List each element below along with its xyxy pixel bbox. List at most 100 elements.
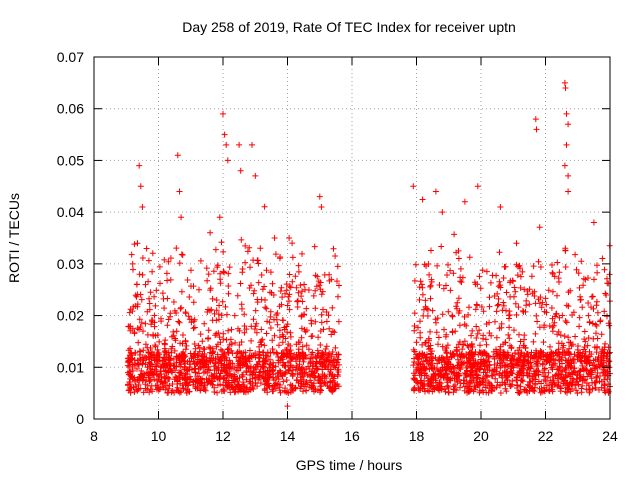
data-point [436, 282, 443, 288]
data-point [248, 323, 255, 330]
data-point [146, 359, 153, 366]
data-point [263, 305, 270, 312]
data-point [416, 351, 423, 358]
data-point [249, 384, 256, 391]
data-point [220, 330, 227, 337]
data-point [325, 312, 332, 319]
data-point [152, 332, 159, 339]
data-point [184, 386, 191, 393]
data-point [329, 359, 336, 366]
data-point [300, 354, 306, 361]
data-point [264, 367, 271, 374]
data-point [433, 319, 439, 326]
data-point [419, 385, 426, 392]
data-point [135, 361, 142, 367]
data-point [500, 275, 507, 281]
data-point [587, 369, 594, 376]
data-point [142, 341, 149, 348]
data-point [506, 324, 513, 331]
data-point [443, 282, 449, 289]
data-point [147, 345, 154, 351]
data-point [225, 283, 232, 289]
data-point [494, 290, 501, 297]
data-point [167, 363, 174, 369]
data-point [285, 390, 292, 396]
data-point [157, 386, 164, 392]
data-point [599, 346, 606, 353]
data-point [330, 245, 337, 252]
data-point [598, 378, 605, 385]
data-point [605, 358, 612, 365]
data-point [474, 183, 481, 190]
data-point [182, 337, 189, 344]
data-point [259, 286, 266, 293]
data-point [233, 354, 240, 361]
data-point [517, 284, 524, 291]
data-point [256, 343, 263, 350]
data-point [188, 283, 194, 290]
data-point [263, 267, 270, 274]
data-point [313, 283, 320, 290]
data-point [486, 330, 493, 336]
data-point [199, 338, 206, 345]
data-point [277, 288, 284, 294]
data-point [156, 338, 163, 345]
data-point [490, 348, 497, 355]
data-point [517, 383, 524, 390]
data-point [450, 389, 457, 396]
data-point [275, 376, 282, 383]
data-point [412, 261, 419, 268]
data-point [562, 318, 569, 324]
x-tick-labels: 8 10 12 14 16 18 20 22 24 [90, 428, 618, 444]
data-point [496, 278, 503, 285]
data-point [565, 188, 572, 195]
data-point [471, 386, 478, 393]
data-point [581, 336, 588, 343]
data-point [508, 363, 515, 370]
data-point [544, 382, 550, 389]
data-point [270, 388, 277, 394]
data-point [205, 327, 212, 334]
data-point [329, 387, 336, 394]
data-point [232, 339, 239, 346]
data-point [532, 376, 539, 383]
data-point [416, 296, 423, 303]
data-point [523, 297, 530, 304]
data-point [515, 356, 522, 363]
data-point [242, 259, 249, 266]
data-point [191, 324, 198, 331]
chart-title: Day 258 of 2019, Rate Of TEC Index for r… [182, 19, 516, 35]
data-point [299, 250, 305, 257]
data-point [217, 280, 224, 287]
data-point [569, 379, 576, 386]
data-point [304, 372, 311, 379]
data-point [222, 303, 229, 310]
data-point [512, 288, 519, 295]
data-point [305, 287, 312, 293]
data-point [516, 331, 522, 338]
data-point [234, 292, 241, 299]
data-point [327, 383, 334, 390]
data-point [519, 378, 526, 385]
data-point [541, 356, 547, 363]
data-point [198, 382, 205, 389]
data-point [237, 280, 244, 287]
data-point [247, 264, 253, 271]
data-point [172, 367, 179, 374]
data-point [311, 243, 318, 250]
data-point [410, 362, 417, 369]
data-point [176, 319, 183, 326]
data-point [129, 367, 136, 374]
data-point [411, 277, 418, 284]
data-point [261, 386, 268, 392]
data-point [285, 293, 292, 300]
data-point [540, 339, 547, 346]
data-point [185, 382, 192, 389]
data-point [199, 353, 206, 360]
data-point [178, 304, 185, 311]
data-point [530, 263, 537, 270]
data-point [583, 367, 590, 374]
data-point [126, 323, 133, 330]
data-point [549, 262, 555, 268]
data-point [575, 270, 582, 277]
